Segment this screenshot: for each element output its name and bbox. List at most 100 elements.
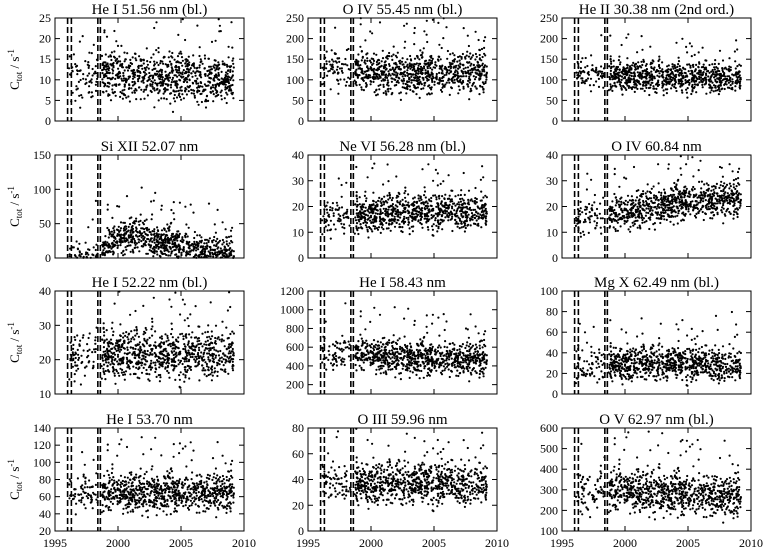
data-point — [226, 255, 229, 258]
data-point — [424, 196, 427, 199]
panel-title: Si XII 52.07 nm — [101, 139, 199, 155]
plot-frame — [561, 17, 752, 122]
data-point — [445, 73, 448, 76]
data-point — [101, 72, 104, 75]
data-point — [140, 236, 143, 239]
data-point — [642, 201, 645, 204]
data-point — [405, 65, 408, 68]
data-point — [180, 89, 183, 92]
data-point — [384, 63, 388, 67]
data-point — [607, 89, 610, 92]
data-point — [151, 83, 154, 86]
data-point — [728, 57, 731, 60]
data-point — [202, 245, 205, 248]
data-point — [140, 240, 143, 243]
data-point — [381, 49, 384, 52]
data-point — [474, 186, 477, 190]
data-point — [448, 93, 451, 96]
data-point — [181, 238, 184, 241]
data-point — [343, 227, 346, 230]
data-point — [708, 71, 711, 74]
data-point — [714, 89, 717, 92]
panel-title: O IV 60.84 nm — [611, 139, 702, 155]
data-point — [618, 55, 621, 58]
data-point — [398, 62, 402, 65]
data-point — [106, 241, 109, 244]
data-point — [366, 209, 369, 212]
data-point — [394, 218, 397, 221]
data-point — [686, 51, 689, 54]
data-point — [146, 237, 149, 241]
data-point — [357, 53, 360, 56]
data-point — [183, 234, 187, 237]
data-point — [125, 81, 128, 84]
data-point — [736, 48, 739, 51]
data-point — [716, 199, 719, 203]
data-point — [131, 224, 134, 228]
data-point — [122, 77, 126, 80]
data-point — [702, 200, 705, 203]
data-point — [128, 223, 132, 226]
data-point — [198, 86, 201, 89]
data-point — [699, 76, 703, 79]
data-point — [348, 84, 351, 87]
data-point — [155, 21, 158, 24]
data-point — [394, 210, 397, 213]
y-tick-label: 150 — [540, 52, 558, 66]
data-point — [162, 92, 165, 95]
data-point — [732, 179, 736, 182]
data-point — [632, 77, 636, 80]
data-point — [376, 93, 379, 96]
data-point — [134, 229, 138, 232]
data-point — [601, 76, 604, 79]
data-point — [115, 40, 118, 43]
data-point — [659, 70, 663, 73]
data-point — [145, 218, 148, 221]
data-point — [590, 215, 593, 218]
data-point — [357, 226, 360, 229]
data-point — [426, 217, 429, 220]
data-point — [407, 80, 411, 83]
data-point — [485, 73, 488, 76]
data-point — [222, 63, 225, 66]
data-point — [364, 82, 368, 85]
data-point — [480, 190, 483, 193]
data-point — [451, 52, 454, 55]
data-point — [641, 76, 644, 79]
data-point — [150, 80, 153, 83]
data-point — [627, 86, 631, 89]
data-point — [378, 62, 381, 65]
data-point — [636, 51, 639, 54]
data-point — [480, 210, 483, 214]
data-point — [208, 65, 211, 68]
data-point — [395, 175, 398, 178]
data-point — [209, 252, 212, 256]
data-point — [411, 69, 414, 72]
data-point — [185, 88, 188, 91]
data-point — [86, 74, 89, 77]
data-point — [458, 88, 461, 91]
data-point — [702, 71, 705, 74]
data-point — [107, 236, 110, 239]
data-point — [667, 209, 670, 212]
data-point — [335, 61, 338, 64]
data-point — [342, 216, 345, 219]
data-point — [184, 62, 187, 65]
data-point — [471, 216, 474, 219]
data-point — [671, 83, 674, 86]
data-point — [225, 91, 228, 94]
data-point — [155, 61, 158, 64]
data-point — [363, 194, 366, 197]
data-point — [415, 93, 418, 96]
data-point — [115, 83, 118, 86]
data-point — [176, 60, 179, 64]
data-point — [196, 100, 199, 103]
data-point — [409, 67, 412, 70]
data-point — [185, 77, 188, 80]
data-point — [631, 86, 635, 89]
data-point — [382, 91, 385, 95]
data-point — [407, 212, 410, 215]
data-point — [153, 60, 156, 63]
data-point — [388, 51, 391, 55]
